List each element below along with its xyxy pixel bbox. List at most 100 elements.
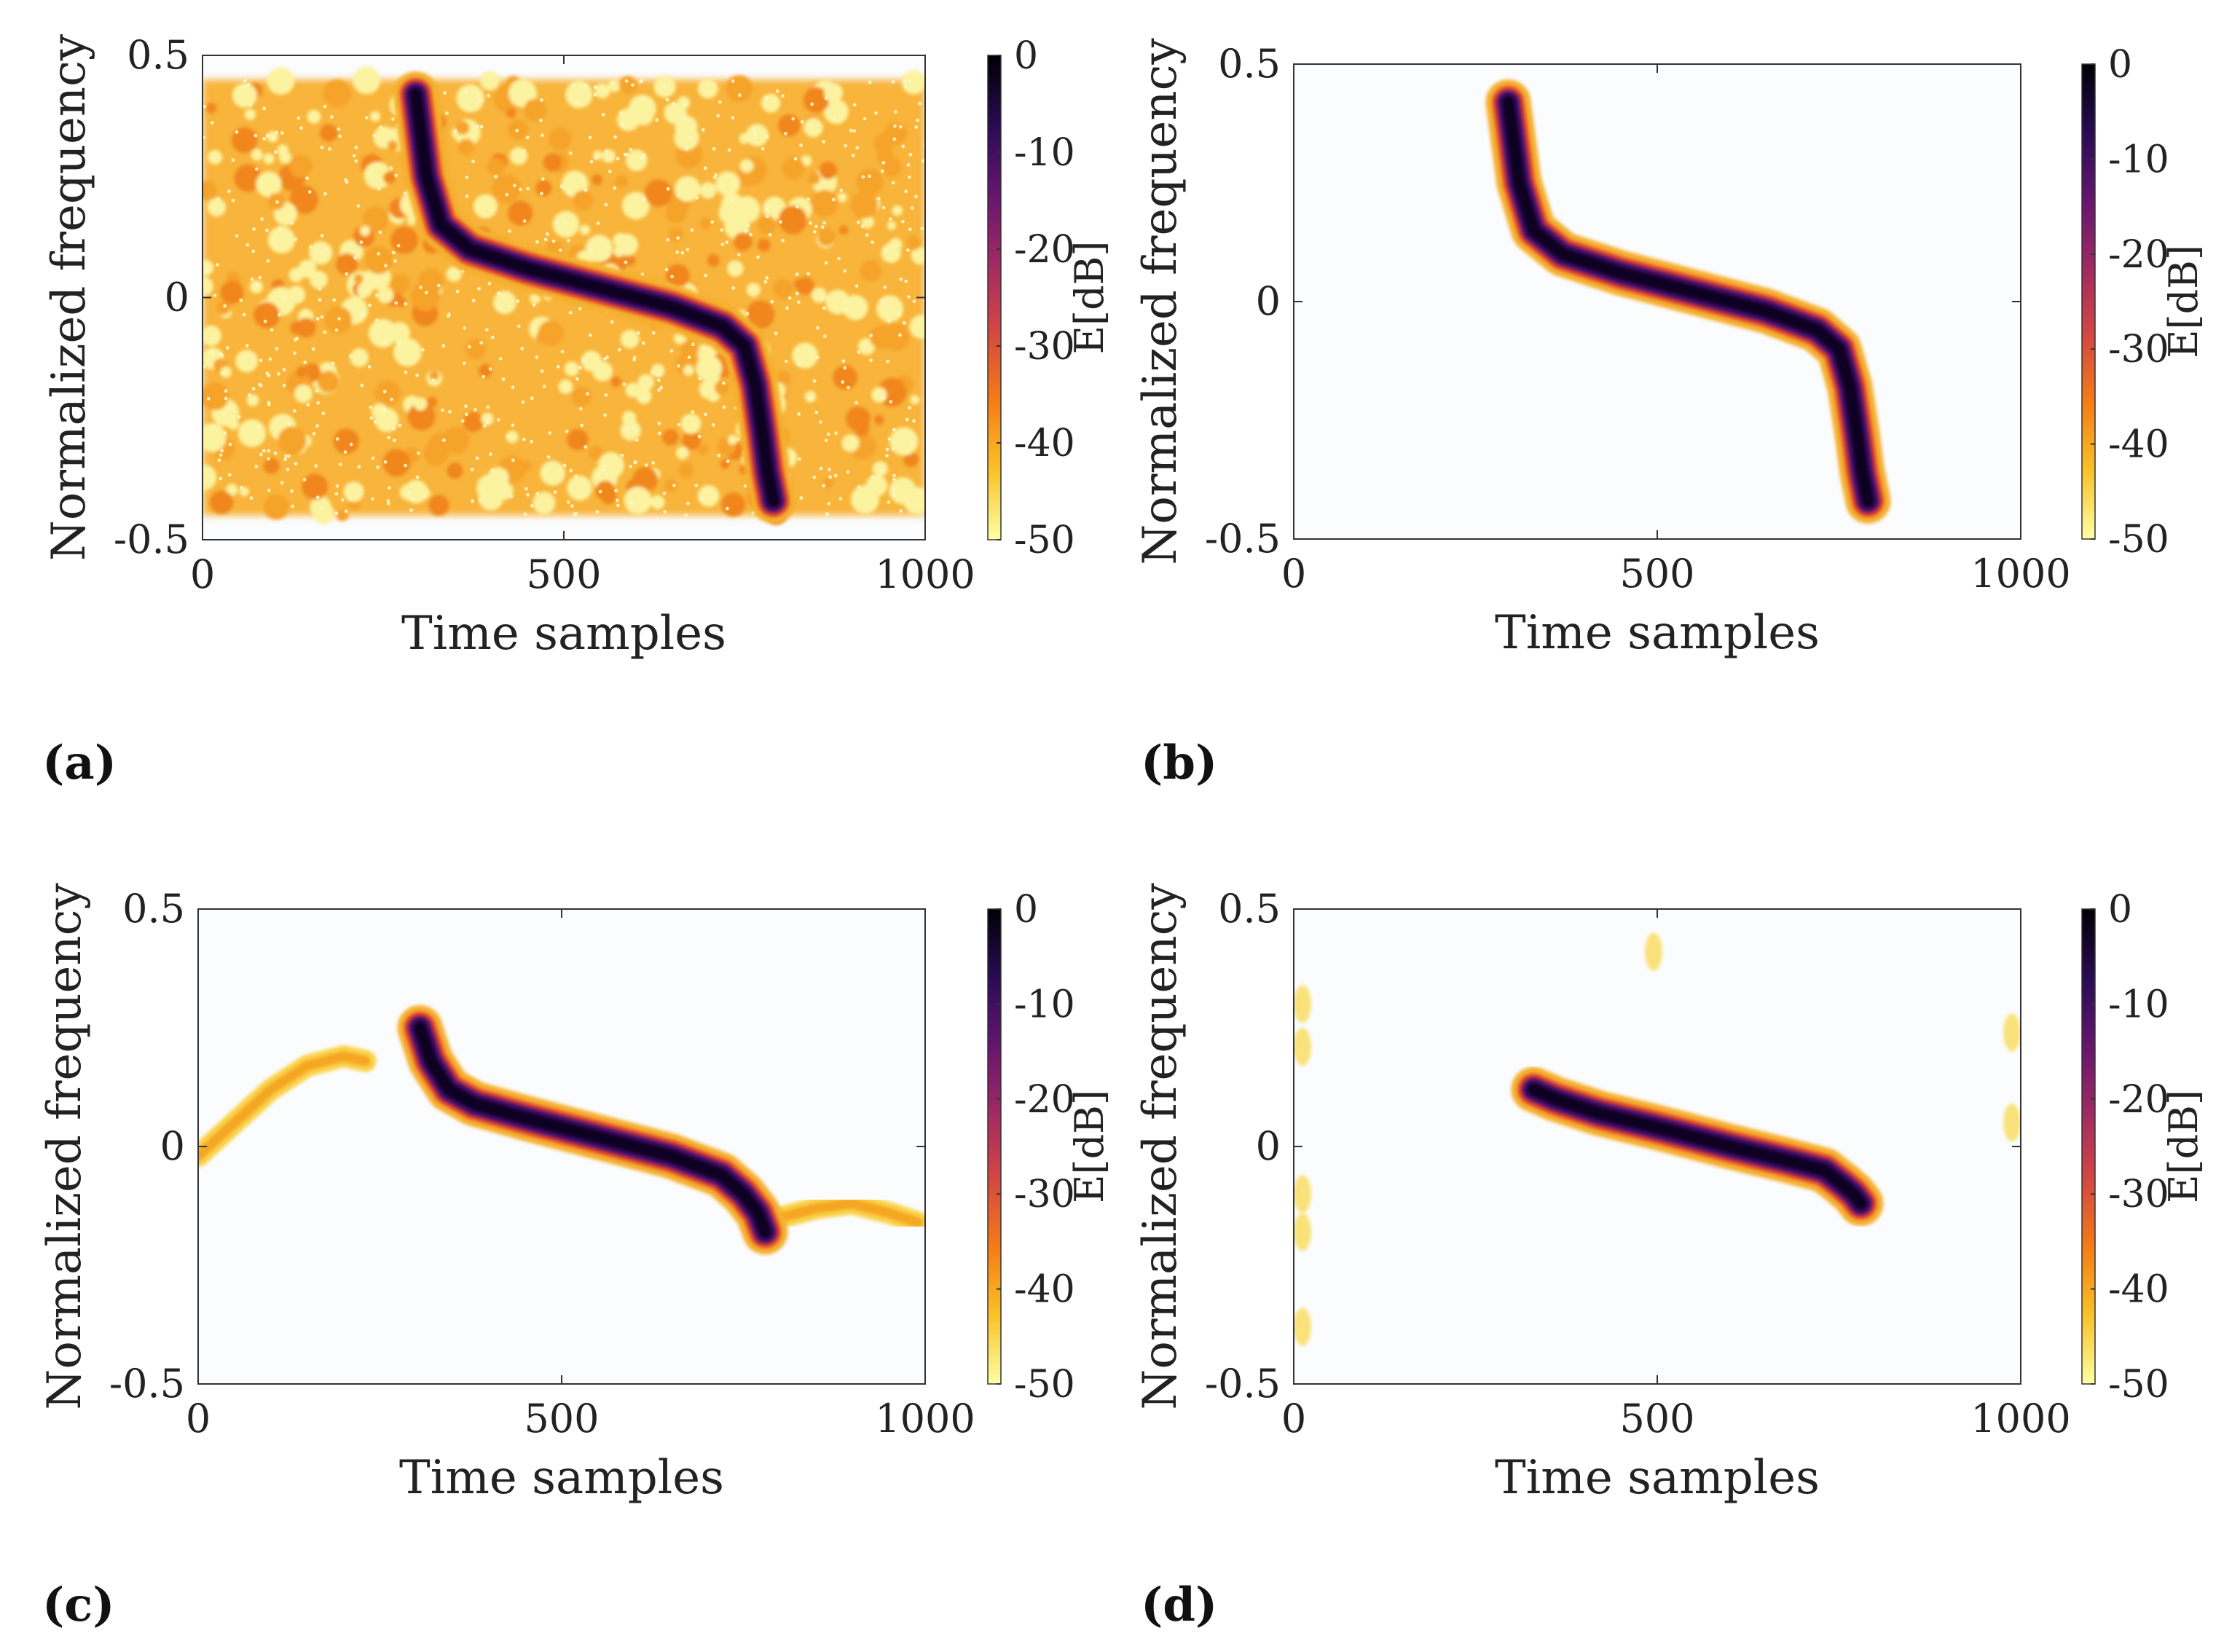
noise-dot (865, 233, 869, 237)
noise-dot (376, 465, 380, 469)
noise-dot (391, 251, 396, 255)
x-tick-label: 0 (186, 1396, 211, 1441)
noise-blob (571, 387, 592, 406)
noise-dot (614, 489, 618, 492)
noise-dot (374, 294, 379, 298)
noise-dot (377, 186, 381, 191)
noise-dot (404, 463, 407, 468)
colorbar-tick-label: 0 (2108, 888, 2132, 932)
noise-blob (220, 280, 244, 304)
noise-dot (542, 385, 546, 389)
noise-dot (367, 365, 372, 369)
noise-dot (353, 256, 357, 260)
noise-dot (364, 116, 369, 119)
noise-dot (283, 457, 287, 461)
noise-dot (390, 398, 393, 402)
noise-blob (819, 161, 838, 180)
noise-dot (822, 484, 826, 488)
noise-dot (731, 116, 735, 120)
noise-dot (453, 129, 457, 133)
noise-dot (677, 422, 681, 427)
noise-dot (820, 296, 824, 300)
noise-dot (918, 101, 922, 106)
noise-blob (336, 253, 358, 275)
noise-blob (822, 478, 833, 489)
noise-blob (664, 102, 686, 125)
noise-dot (378, 230, 382, 235)
noise-dot (463, 326, 467, 330)
noise-dot (814, 410, 819, 414)
noise-dot (522, 149, 526, 153)
noise-dot (566, 238, 570, 243)
noise-blob (428, 433, 452, 456)
noise-dot (247, 393, 251, 398)
noise-dot (828, 468, 831, 471)
noise-dot (898, 125, 903, 129)
noise-dot (869, 358, 873, 362)
colorbar-tick-label: -10 (1014, 131, 1075, 175)
colorbar-label: E[dB] (1066, 241, 1112, 355)
noise-dot (337, 127, 341, 131)
noise-dot (311, 347, 315, 351)
noise-dot (881, 160, 886, 165)
noise-dot (892, 477, 896, 481)
noise-dot (886, 359, 890, 363)
noise-dot (809, 397, 813, 401)
noise-blob (288, 154, 313, 178)
noise-dot (386, 501, 390, 506)
noise-blob (588, 445, 603, 460)
noise-dot (486, 405, 490, 409)
noise-dot (787, 296, 792, 300)
noise-dot (793, 157, 798, 161)
noise-blob (407, 402, 436, 430)
noise-dot (677, 363, 680, 368)
noise-dot (219, 453, 223, 457)
noise-blob (446, 266, 462, 282)
noise-dot (826, 432, 830, 436)
noise-dot (404, 302, 408, 306)
noise-dot (203, 365, 206, 369)
noise-dot (415, 373, 419, 377)
panel-label-c: (c) (42, 1578, 115, 1632)
noise-dot (245, 243, 250, 247)
noise-blob (538, 320, 564, 347)
noise-blob (624, 487, 652, 515)
noise-blob (602, 149, 616, 163)
noise-dot (307, 190, 312, 194)
noise-dot (712, 176, 717, 180)
noise-blob (782, 157, 805, 180)
noise-dot (498, 356, 503, 361)
noise-blob (628, 95, 656, 122)
colorbar-tick-label: -20 (1014, 1078, 1075, 1122)
noise-dot (267, 457, 271, 461)
noise-dot (508, 229, 511, 233)
noise-dot (822, 306, 826, 310)
noise-dot (852, 129, 857, 133)
noise-dot (490, 468, 494, 473)
noise-dot (868, 174, 871, 178)
noise-dot (640, 156, 644, 160)
noise-blob (910, 395, 920, 405)
noise-dot (688, 136, 692, 140)
noise-blob (733, 232, 752, 251)
noise-dot (598, 489, 602, 494)
noise-blob (364, 162, 391, 189)
noise-dot (578, 366, 582, 370)
noise-blob (220, 366, 232, 378)
noise-dot (712, 146, 716, 151)
noise-dot (906, 162, 911, 167)
noise-dot (795, 205, 800, 209)
noise-dot (622, 382, 626, 386)
noise-dot (824, 261, 828, 265)
noise-blob (625, 149, 648, 171)
noise-dot (213, 294, 217, 298)
noise-blob (369, 111, 381, 122)
noise-blob (368, 318, 398, 348)
noise-dot (616, 157, 620, 161)
noise-dot (916, 118, 920, 122)
residual-blob (1294, 1213, 1311, 1251)
noise-dot (265, 133, 270, 138)
noise-dot (812, 379, 817, 383)
noise-dot (825, 96, 828, 101)
noise-dot (220, 371, 224, 375)
